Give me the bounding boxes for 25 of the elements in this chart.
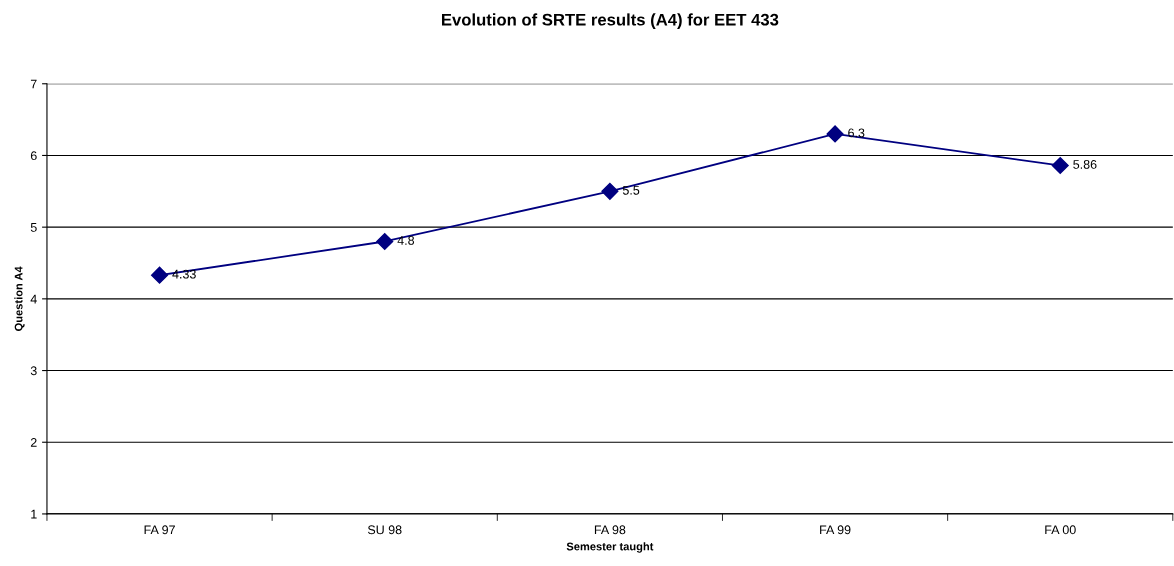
x-axis-title: Semester taught xyxy=(566,542,654,553)
data-label: 6.3 xyxy=(848,128,865,138)
y-tick-label: 3 xyxy=(30,366,37,376)
y-tick-label: 2 xyxy=(30,438,37,447)
x-tick-label: FA 99 xyxy=(820,525,851,535)
data-label: 5.5 xyxy=(622,185,640,195)
x-tick-label: FA 98 xyxy=(594,525,626,535)
point xyxy=(150,266,169,284)
x-tick-label: FA 00 xyxy=(1045,525,1076,535)
y-axis-title: Question A4 xyxy=(14,266,25,331)
point xyxy=(1051,156,1069,175)
y-tick-label: 5 xyxy=(30,223,37,232)
x-tick-label: SU 98 xyxy=(367,525,402,535)
data-label: 5.86 xyxy=(1073,160,1097,169)
x-tick-label: FA 97 xyxy=(144,525,175,535)
data-label: 4.33 xyxy=(172,269,196,279)
y-tick-label: 1 xyxy=(31,509,37,519)
chart-title: Evolution of SRTE results (A4) for EET 433 xyxy=(442,13,779,29)
point xyxy=(601,182,619,200)
y-tick-label: 7 xyxy=(30,79,37,89)
data-label: 4.8 xyxy=(397,236,415,245)
y-tick-label: 6 xyxy=(30,151,37,161)
y-tick-label: 4 xyxy=(30,294,37,304)
point xyxy=(376,232,394,251)
point xyxy=(826,125,844,143)
